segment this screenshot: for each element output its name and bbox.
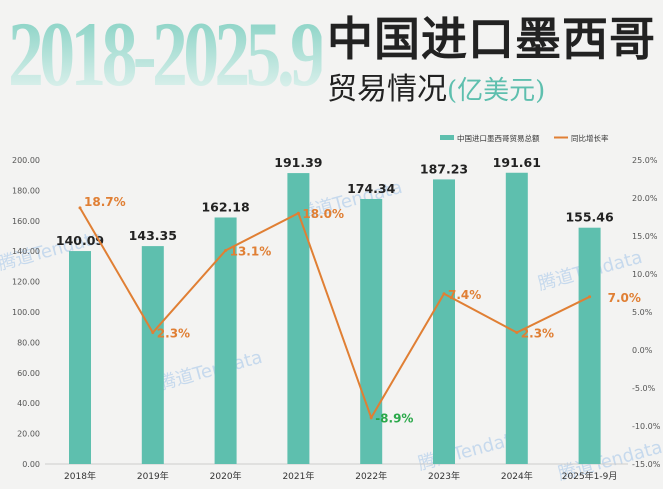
bar-value-label: 155.46 (565, 210, 614, 225)
line-value-label: 13.1% (230, 244, 272, 258)
line-point (151, 331, 155, 335)
right-tick-label: -5.0% (632, 384, 656, 393)
left-tick-label: 60.00 (17, 369, 40, 378)
line-point (224, 248, 228, 252)
bar-value-label: 140.09 (56, 233, 104, 248)
x-tick-label: 2022年 (355, 470, 387, 482)
right-tick-label: 15.0% (632, 232, 658, 241)
left-tick-label: 100.00 (12, 308, 40, 317)
line-value-label: 2.3% (521, 327, 554, 341)
left-tick-label: 180.00 (12, 186, 40, 195)
bar (69, 251, 91, 464)
bar-value-label: 187.23 (420, 161, 468, 176)
bar-value-label: 191.61 (493, 155, 541, 170)
left-tick-label: 120.00 (12, 278, 40, 287)
line-point (588, 295, 592, 299)
left-tick-label: 80.00 (17, 338, 40, 347)
growth-line (79, 207, 591, 420)
right-tick-label: 5.0% (632, 308, 653, 317)
right-tick-label: 0.0% (632, 346, 653, 355)
right-tick-label: -15.0% (632, 460, 661, 469)
left-tick-label: 20.00 (17, 430, 40, 439)
left-tick-label: 40.00 (17, 399, 40, 408)
bar (433, 179, 455, 464)
x-tick-label: 2019年 (137, 470, 169, 482)
page-subtitle: 贸易情况(亿美元) (327, 75, 545, 105)
left-tick-label: 140.00 (12, 247, 40, 256)
line-point (296, 211, 300, 215)
right-tick-label: 20.0% (632, 194, 658, 203)
line-value-label: 7.4% (448, 288, 481, 302)
legend-bar-swatch (440, 135, 454, 140)
bar (214, 217, 237, 464)
subtitle-text: 贸易情况 (327, 72, 447, 107)
left-tick-label: 200.00 (12, 156, 40, 165)
bar-value-label: 174.34 (347, 181, 396, 196)
right-tick-label: 25.0% (632, 156, 658, 165)
line-value-label: 18.0% (302, 207, 344, 221)
line-point (515, 331, 519, 335)
bar (505, 172, 528, 464)
bar (141, 246, 164, 464)
x-tick-label: 2018年 (64, 470, 96, 482)
bar-value-label: 191.39 (274, 155, 322, 170)
bar-value-label: 162.18 (201, 199, 249, 214)
line-value-label: 2.3% (157, 327, 190, 341)
line-point (78, 206, 82, 210)
bar-value-label: 143.35 (129, 228, 177, 243)
bar (287, 173, 310, 464)
right-tick-label: -10.0% (632, 422, 661, 431)
line-value-label: 18.7% (84, 195, 126, 209)
left-tick-label: 0.00 (22, 460, 40, 469)
page-title: 中国进口墨西哥 (327, 12, 656, 66)
watermark: 腾道Tendata (156, 347, 265, 395)
x-tick-label: 2021年 (282, 470, 314, 482)
line-value-label: -8.9% (375, 412, 413, 426)
bar (360, 199, 383, 464)
big-title: 2018-2025.9 (8, 3, 326, 105)
legend-line-label: 同比增长率 (571, 133, 609, 143)
left-tick-label: 160.00 (12, 217, 40, 226)
line-point (369, 416, 373, 420)
unit-label: (亿美元) (447, 76, 546, 106)
line-point (442, 292, 446, 296)
x-tick-label: 2023年 (428, 470, 460, 482)
line-value-label: 7.0% (608, 291, 641, 305)
x-tick-label: 2020年 (210, 470, 242, 482)
x-tick-label: 2025年1-9月 (562, 470, 618, 482)
x-tick-label: 2024年 (501, 470, 533, 482)
legend-bar-label: 中国进口墨西哥贸易总额 (457, 133, 540, 143)
right-tick-label: 10.0% (632, 270, 658, 279)
bar (578, 227, 601, 464)
